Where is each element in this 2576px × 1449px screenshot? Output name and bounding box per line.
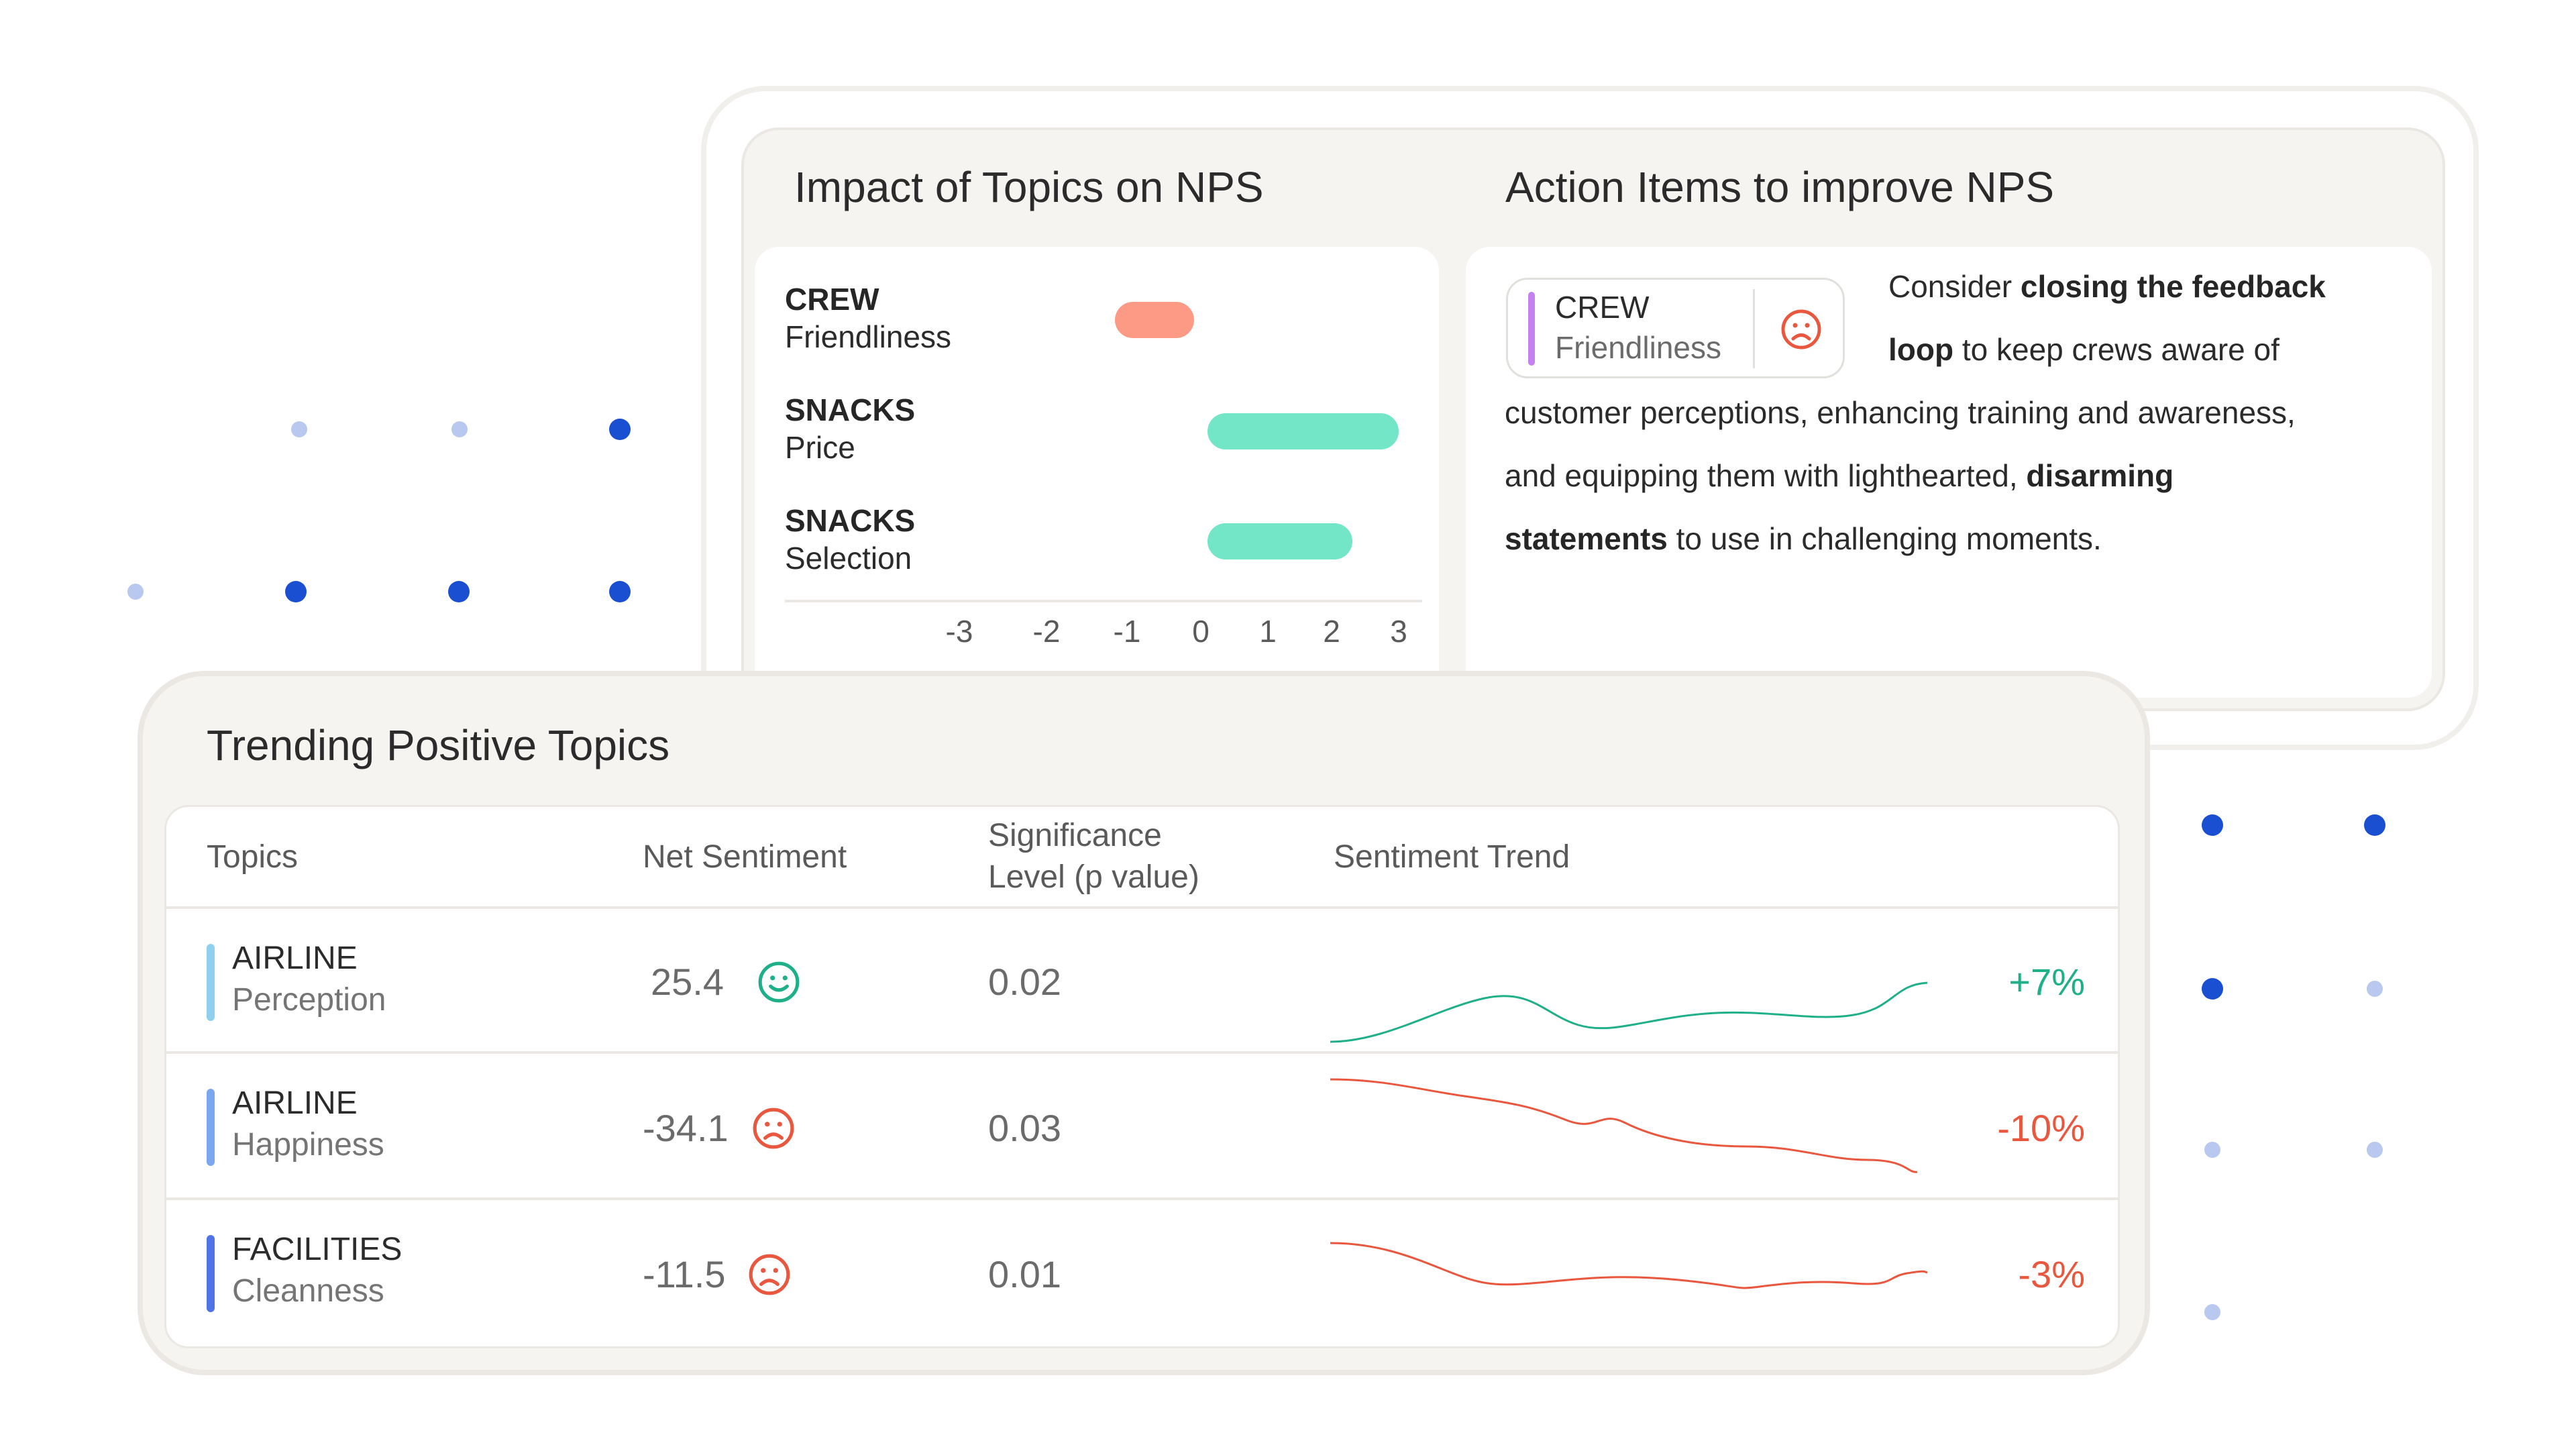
action-line: Consider closing the feedback: [1888, 269, 2326, 304]
tag-topic: CREW: [1555, 290, 1650, 325]
topic-subname: Price: [785, 430, 855, 465]
decor-dot: [451, 421, 468, 437]
chart-axis: [785, 600, 1422, 602]
decor-dot: [448, 581, 470, 602]
impact-chart: CREW Friendliness SNACKS Price SNACKS Se…: [755, 247, 1439, 716]
decor-dot: [2367, 1142, 2383, 1158]
trend-percent: -3%: [2018, 1253, 2085, 1295]
tag-color-bar: [1528, 292, 1535, 366]
topic-name: FACILITIES: [232, 1232, 402, 1267]
topic-name: AIRLINE: [232, 1085, 358, 1121]
action-line: statements to use in challenging moments…: [1505, 521, 2102, 556]
decor-dot: [2202, 978, 2223, 1000]
topic-name: CREW: [785, 282, 879, 317]
tick-label: -3: [945, 614, 973, 649]
topic-label: CREW Friendliness: [785, 280, 951, 356]
tick-label: -2: [1032, 614, 1061, 649]
header-topics: Topics: [207, 839, 299, 875]
trending-table: Topics Net Sentiment Significance Level …: [164, 805, 2120, 1348]
net-sentiment-value: -34.1: [643, 1107, 729, 1149]
topic-subname: Perception: [232, 982, 386, 1018]
tick-label: 3: [1390, 614, 1407, 649]
topic-name: AIRLINE: [232, 941, 358, 976]
trend-percent: -10%: [1997, 1107, 2085, 1149]
decor-dot: [609, 419, 631, 440]
action-line: customer perceptions, enhancing training…: [1505, 395, 2296, 430]
topic-color-bar: [207, 1235, 215, 1312]
tick-label: -1: [1113, 614, 1141, 649]
decor-dot: [2204, 1142, 2220, 1158]
topic-color-bar: [207, 1089, 215, 1166]
frown-icon: [753, 1108, 794, 1149]
action-line: loop to keep crews aware of: [1888, 332, 2279, 367]
action-line: and equipping them with lighthearted, di…: [1505, 458, 2174, 493]
topic-name: SNACKS: [785, 503, 916, 538]
decor-dot: [2367, 981, 2383, 997]
header-sentiment-trend: Sentiment Trend: [1334, 839, 1570, 875]
net-sentiment-value: 25.4: [651, 961, 724, 1003]
tick-label: 2: [1323, 614, 1340, 649]
topic-subname: Cleanness: [232, 1273, 384, 1309]
sentiment-sparkline: [1330, 981, 1928, 1043]
divider: [166, 906, 2118, 909]
decor-dot: [2202, 814, 2223, 836]
action-card: CREW Friendliness Consider closing the f…: [1466, 247, 2432, 698]
decor-dot: [2364, 814, 2385, 836]
tick-label: 1: [1259, 614, 1277, 649]
topic-label: SNACKS Price: [785, 391, 915, 466]
trend-percent: +7%: [2008, 961, 2085, 1003]
topic-subname: Happiness: [232, 1127, 384, 1163]
divider: [166, 1051, 2118, 1054]
decor-dot: [2204, 1304, 2220, 1320]
p-value: 0.03: [988, 1107, 1061, 1149]
header-significance: Significance Level (p value): [988, 815, 1199, 898]
topic-tag[interactable]: CREW Friendliness: [1506, 278, 1845, 378]
header-significance-line2: Level (p value): [988, 859, 1199, 895]
impact-bar: [1208, 523, 1353, 559]
divider: [166, 1197, 2118, 1200]
topic-subname: Selection: [785, 541, 912, 576]
decor-dot: [609, 581, 631, 602]
sentiment-sparkline: [1330, 1078, 1918, 1173]
decor-dot: [291, 421, 307, 437]
impact-title: Impact of Topics on NPS: [794, 163, 1264, 211]
tag-divider: [1753, 289, 1755, 368]
topic-label: SNACKS Selection: [785, 502, 915, 577]
header-net-sentiment: Net Sentiment: [643, 839, 847, 875]
frown-icon: [1781, 309, 1821, 350]
tick-label: 0: [1192, 614, 1210, 649]
p-value: 0.01: [988, 1253, 1061, 1295]
header-significance-line1: Significance: [988, 818, 1162, 853]
impact-bar: [1115, 302, 1194, 338]
tag-subtopic: Friendliness: [1555, 330, 1721, 365]
net-sentiment-value: -11.5: [643, 1253, 726, 1295]
topic-name: SNACKS: [785, 392, 916, 427]
impact-bar: [1208, 413, 1399, 449]
sentiment-sparkline: [1330, 1242, 1928, 1289]
action-title: Action Items to improve NPS: [1505, 163, 2055, 211]
topic-color-bar: [207, 944, 215, 1021]
decor-dot: [285, 581, 307, 602]
p-value: 0.02: [988, 961, 1061, 1003]
topic-subname: Friendliness: [785, 319, 951, 354]
smile-icon: [758, 961, 800, 1003]
trending-title: Trending Positive Topics: [207, 721, 670, 769]
frown-icon: [749, 1254, 790, 1295]
decor-dot: [127, 584, 144, 600]
